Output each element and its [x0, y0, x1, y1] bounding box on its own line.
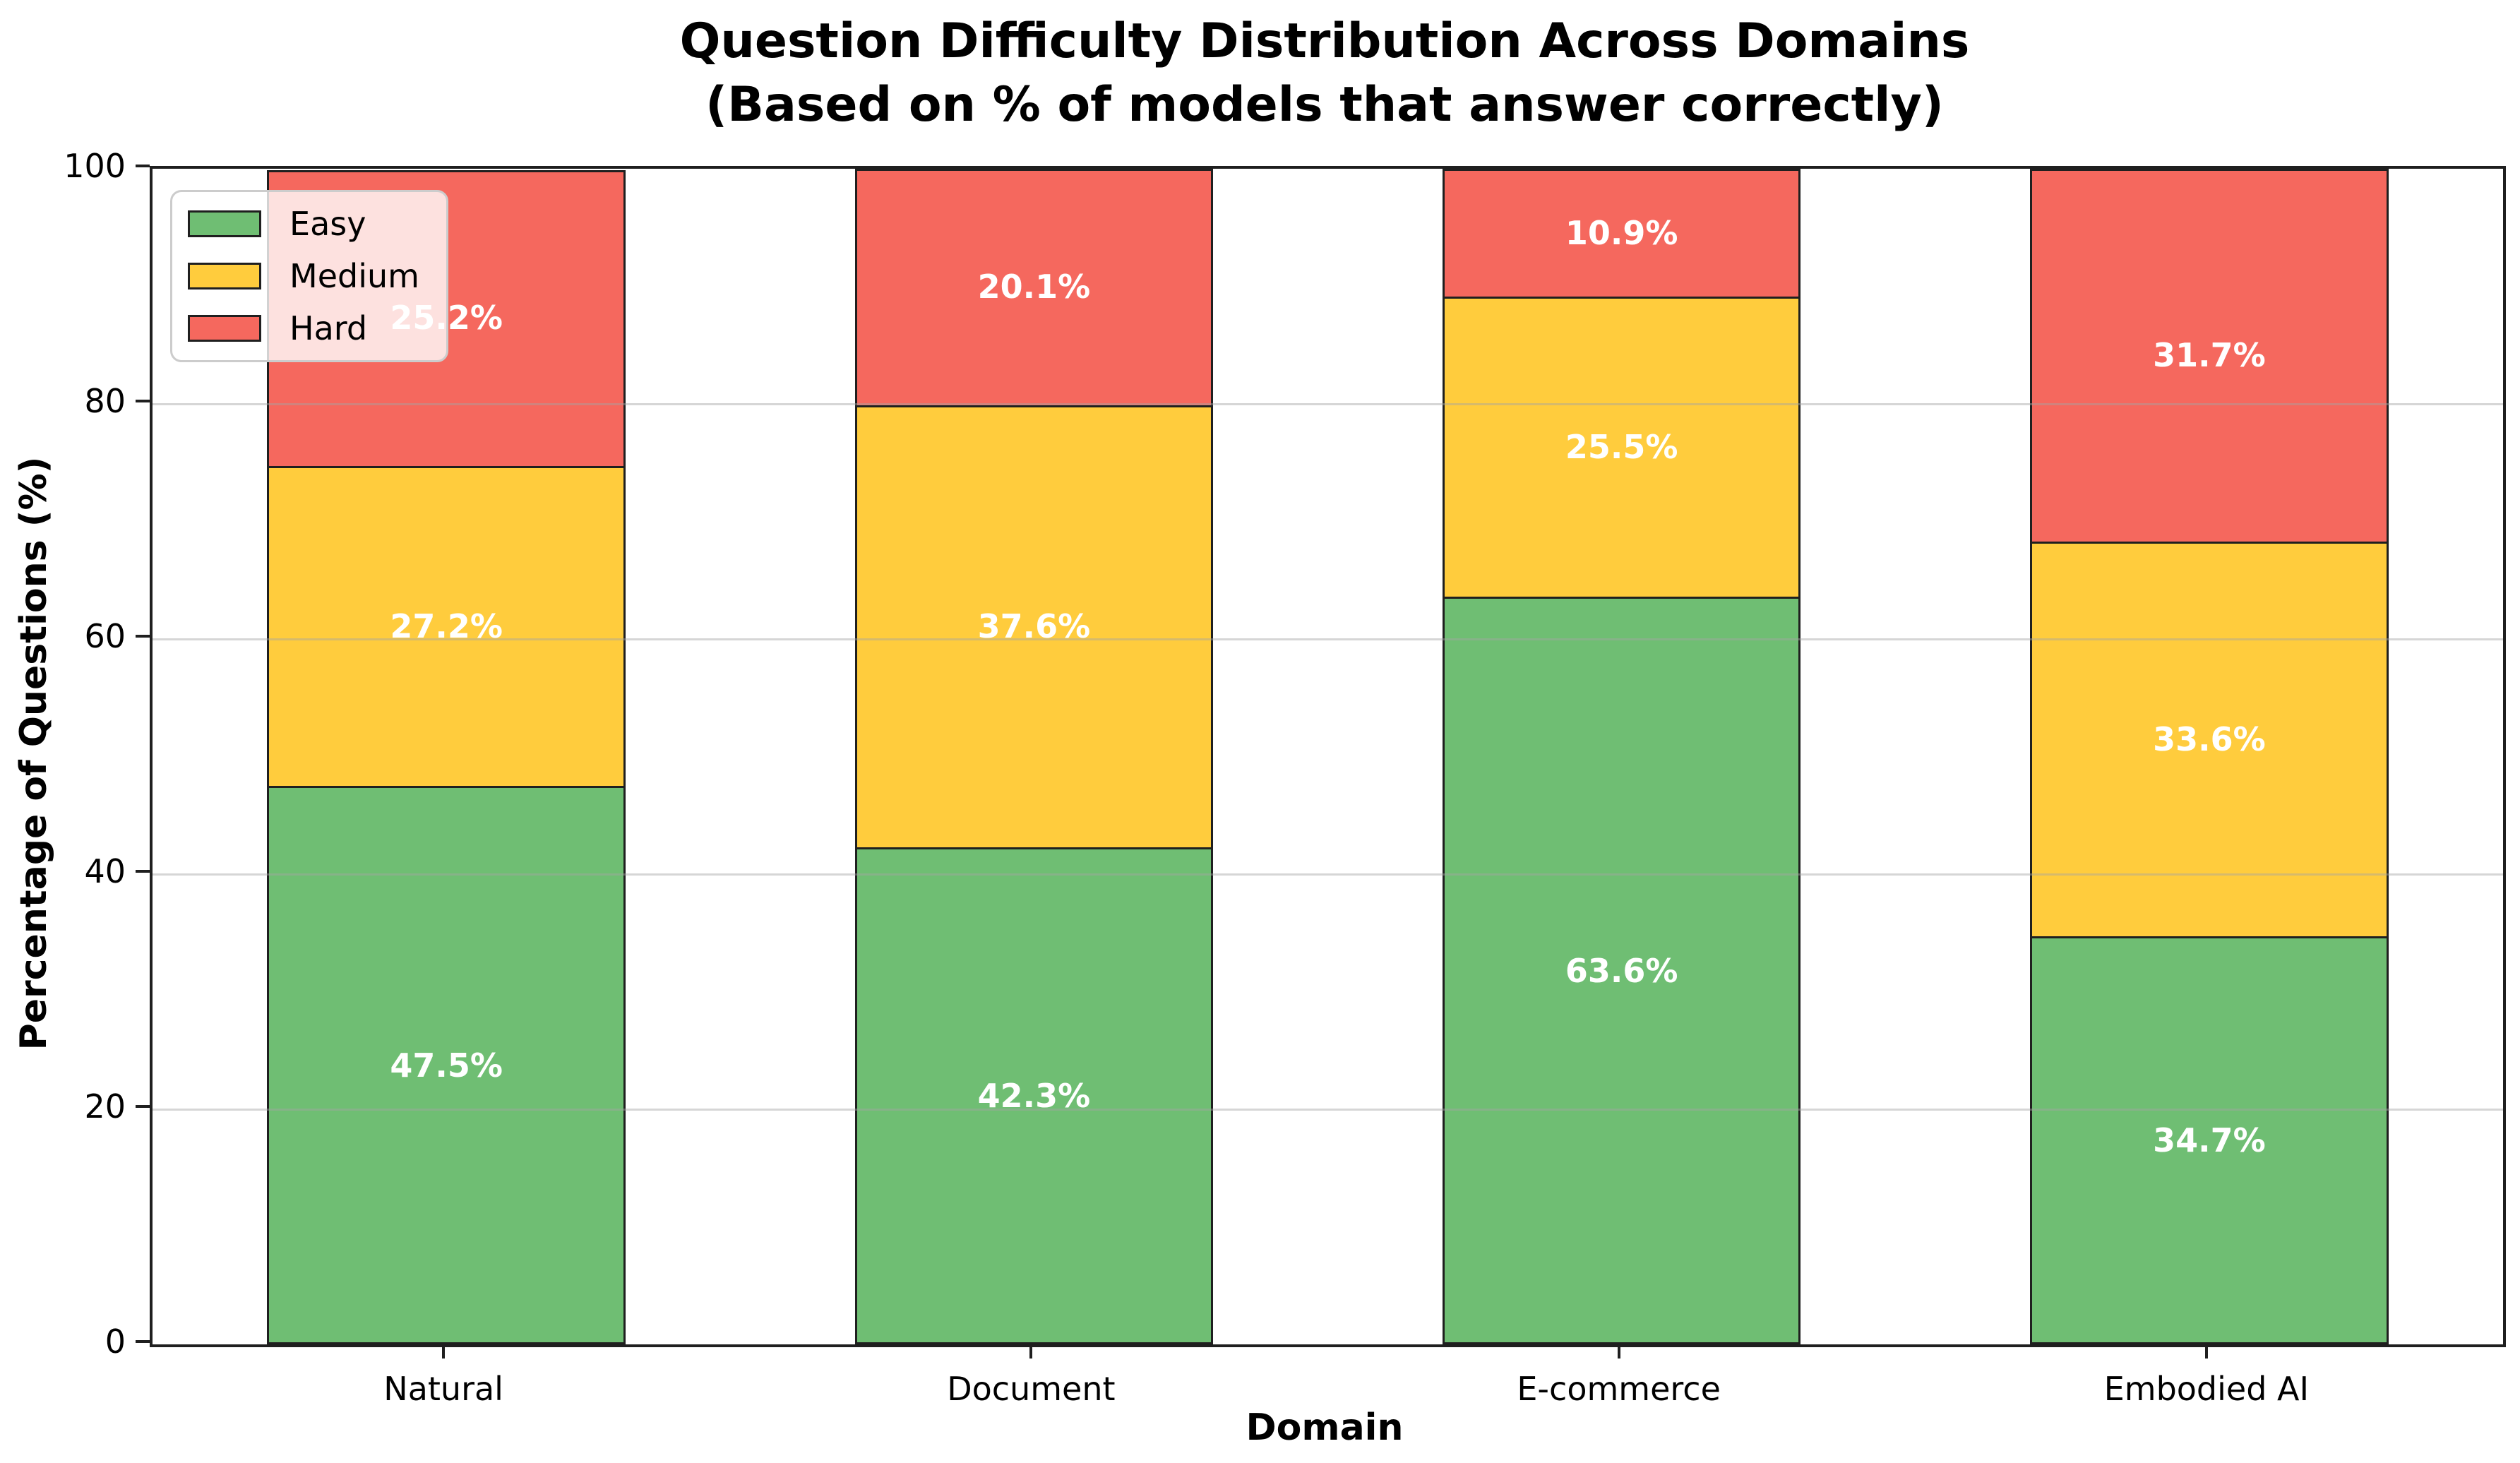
legend-row-medium: Medium	[188, 257, 419, 295]
bar-value-label-Document-Hard: 20.1%	[977, 268, 1091, 306]
y-axis-label: Percentage of Questions (%)	[13, 456, 55, 1051]
gridline-60	[153, 638, 2503, 640]
x-tick-label-Document: Document	[947, 1370, 1116, 1408]
legend-label-medium: Medium	[289, 257, 419, 295]
bar-segment-E-commerce-Medium	[1442, 297, 1801, 599]
y-tick-label-100: 100	[64, 147, 126, 185]
plot-area: 47.5% 27.2% 25.2% 42.3% 37.6% 20.1% 63.6% 25.5%…	[150, 166, 2506, 1347]
bar-segment-Natural-Easy	[267, 786, 626, 1344]
chart-title: Question Difficulty Distribution Across …	[680, 10, 1970, 137]
bar-value-label-Embodied AI-Easy: 34.7%	[2153, 1121, 2266, 1160]
bar-value-label-E-commerce-Medium: 25.5%	[1565, 427, 1678, 466]
x-tick-mark-Document	[1029, 1344, 1033, 1358]
y-tick-mark-20	[136, 1105, 150, 1108]
y-tick-mark-0	[136, 1340, 150, 1343]
y-tick-label-80: 80	[84, 382, 126, 420]
chart-title-line2: (Based on % of models that answer correc…	[705, 76, 1944, 133]
bar-segment-E-commerce-Hard	[1442, 169, 1801, 299]
legend-swatch-medium-icon	[188, 263, 261, 289]
x-axis-label: Domain	[1246, 1407, 1404, 1449]
chart-title-line1: Question Difficulty Distribution Across …	[679, 13, 1970, 69]
y-tick-label-20: 20	[84, 1087, 126, 1125]
legend-label-easy: Easy	[289, 205, 366, 243]
bar-segment-Embodied AI-Medium	[2030, 541, 2389, 939]
y-tick-mark-80	[136, 400, 150, 402]
legend-swatch-easy-icon	[188, 210, 261, 237]
y-tick-mark-100	[136, 165, 150, 167]
y-tick-label-0: 0	[104, 1322, 126, 1361]
gridline-20	[153, 1108, 2503, 1111]
bar-value-label-E-commerce-Easy: 63.6%	[1565, 951, 1678, 990]
bar-value-label-Document-Medium: 37.6%	[977, 607, 1091, 645]
bar-value-label-Embodied AI-Hard: 31.7%	[2153, 335, 2266, 374]
x-tick-mark-E-commerce	[1617, 1344, 1620, 1358]
legend: Easy Medium Hard	[170, 190, 448, 362]
bar-segment-Natural-Medium	[267, 466, 626, 789]
y-tick-label-40: 40	[84, 852, 126, 890]
legend-label-hard: Hard	[289, 309, 368, 347]
bar-value-label-Natural-Hard: 25.2%	[390, 299, 503, 338]
x-tick-mark-Natural	[442, 1344, 446, 1358]
gridline-80	[153, 402, 2503, 405]
bar-value-label-Natural-Medium: 27.2%	[390, 607, 503, 645]
bar-segment-Embodied AI-Easy	[2030, 936, 2389, 1344]
legend-row-easy: Easy	[188, 205, 419, 243]
x-tick-label-Embodied AI: Embodied AI	[2103, 1370, 2310, 1408]
bar-value-label-Natural-Easy: 47.5%	[390, 1046, 503, 1085]
bar-value-label-E-commerce-Hard: 10.9%	[1565, 213, 1678, 252]
gridline-40	[153, 873, 2503, 876]
y-tick-mark-60	[136, 635, 150, 638]
x-tick-label-E-commerce: E-commerce	[1517, 1370, 1721, 1408]
bar-segment-Document-Hard	[854, 169, 1214, 407]
y-tick-mark-40	[136, 870, 150, 873]
bar-value-label-Document-Easy: 42.3%	[977, 1076, 1091, 1115]
y-tick-label-60: 60	[84, 617, 126, 655]
legend-swatch-hard-icon	[188, 315, 261, 342]
bar-segment-Embodied AI-Hard	[2030, 169, 2389, 544]
x-tick-mark-Embodied AI	[2204, 1344, 2208, 1358]
x-tick-label-Natural: Natural	[383, 1370, 503, 1408]
bar-value-label-Embodied AI-Medium: 33.6%	[2153, 719, 2266, 758]
legend-row-hard: Hard	[188, 309, 419, 347]
